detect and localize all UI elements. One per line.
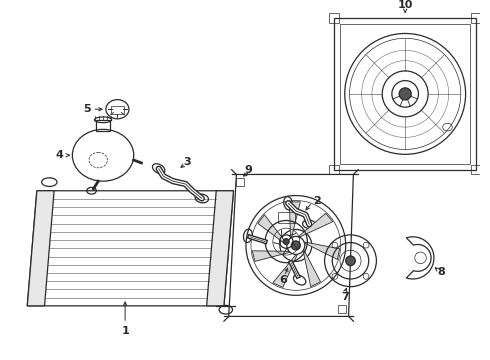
Polygon shape [305, 242, 340, 260]
Polygon shape [258, 215, 287, 245]
Circle shape [399, 88, 411, 100]
Circle shape [292, 241, 300, 250]
Text: 2: 2 [313, 196, 321, 206]
Polygon shape [27, 191, 54, 306]
Text: 3: 3 [184, 157, 191, 167]
Bar [338, 305, 346, 312]
Text: 4: 4 [56, 150, 64, 160]
Text: 10: 10 [397, 0, 413, 10]
Text: 7: 7 [341, 292, 348, 302]
Bar [236, 178, 244, 186]
Circle shape [283, 239, 289, 244]
Polygon shape [207, 191, 234, 306]
Circle shape [346, 256, 355, 266]
Text: 1: 1 [121, 326, 129, 336]
Text: 5: 5 [83, 104, 91, 114]
Polygon shape [290, 202, 300, 238]
Text: 6: 6 [279, 275, 287, 285]
Polygon shape [298, 213, 333, 237]
Text: 8: 8 [438, 267, 445, 277]
Polygon shape [303, 250, 320, 287]
Text: 9: 9 [244, 165, 252, 175]
Polygon shape [273, 255, 297, 287]
Polygon shape [252, 251, 290, 261]
